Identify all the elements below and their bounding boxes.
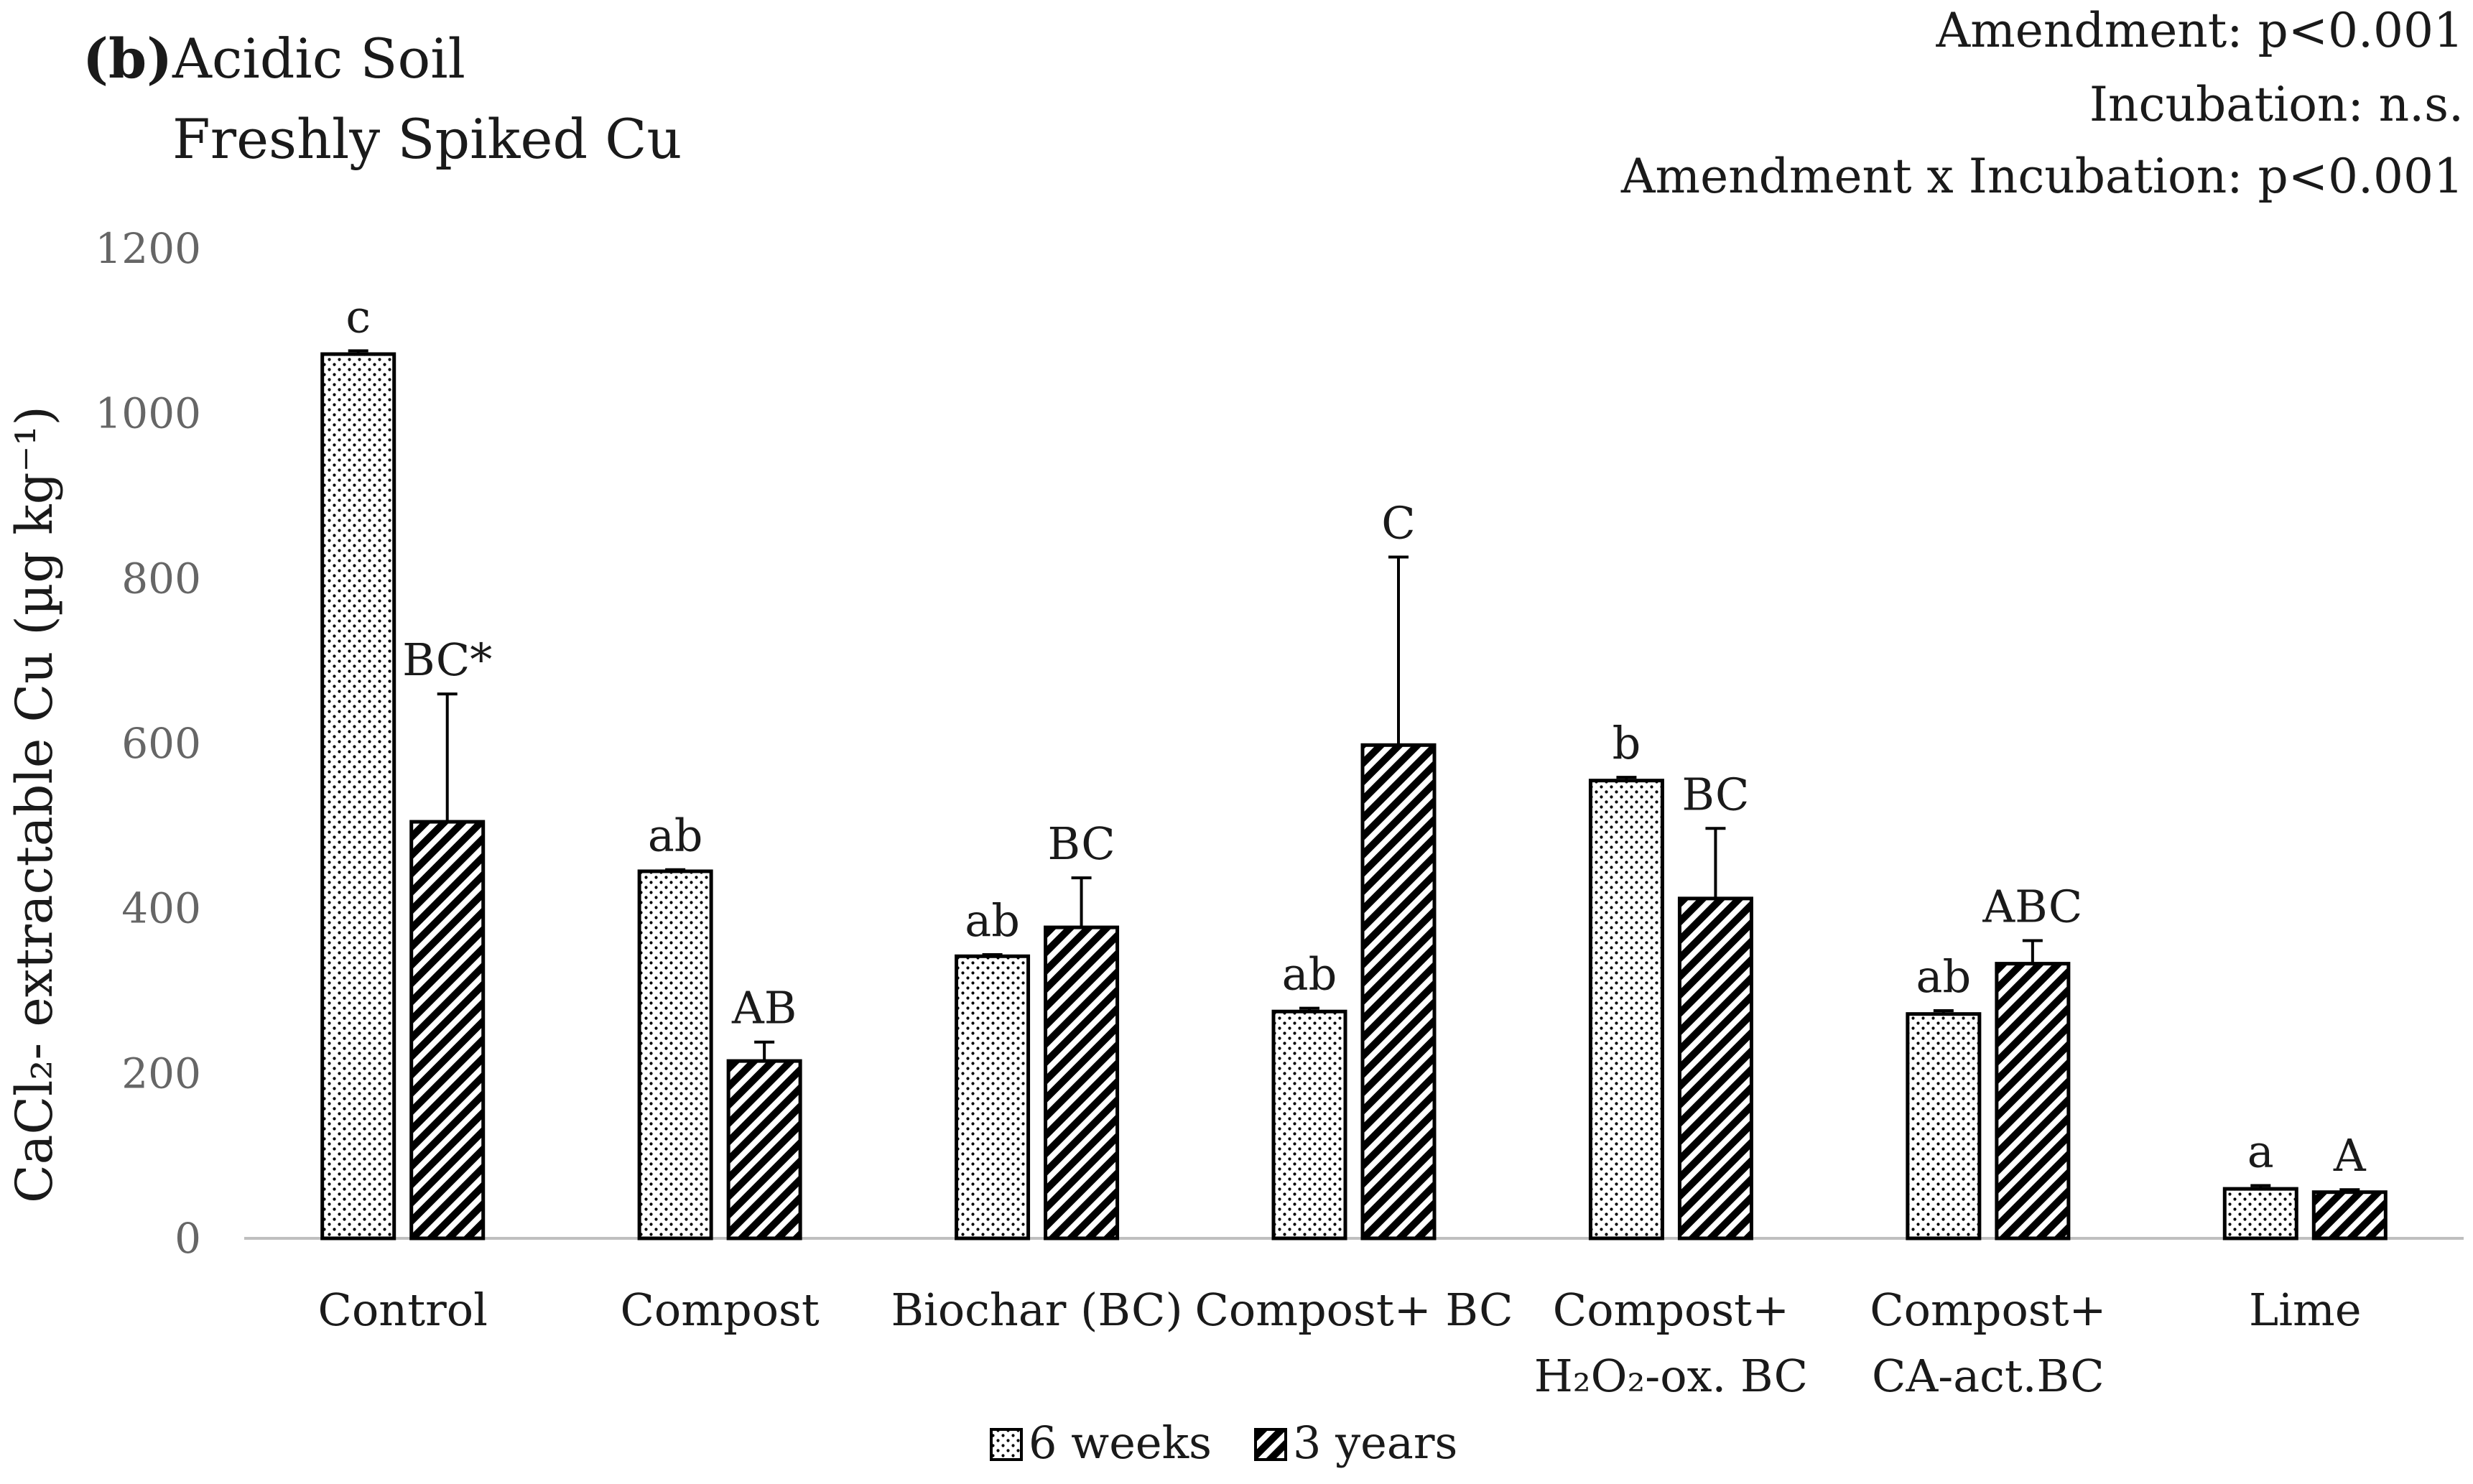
bar-group: c BC* xyxy=(320,290,492,1240)
y-tick-label: 800 xyxy=(121,554,201,603)
bar-group: ab C xyxy=(1271,496,1437,1240)
stat-interaction: Amendment x Incubation: p<0.001 xyxy=(1620,149,2464,204)
x-axis-categories: Control Compost Biochar (BC) Compost+ BC Com… xyxy=(318,1284,2362,1402)
legend-label-6-weeks: 6 weeks xyxy=(1029,1416,1212,1469)
bar xyxy=(409,820,486,1240)
bar xyxy=(1271,1009,1347,1240)
bar xyxy=(726,1059,802,1240)
significance-label: AB xyxy=(731,982,797,1034)
x-category-label: H₂O₂-ox. BC xyxy=(1534,1350,1808,1402)
significance-label: BC* xyxy=(402,634,492,686)
x-category-label: Compost+ BC xyxy=(1194,1284,1513,1336)
bar xyxy=(1995,962,2071,1240)
x-category-label: Compost+ xyxy=(1870,1284,2106,1336)
significance-label: b xyxy=(1613,717,1641,769)
y-tick-label: 200 xyxy=(121,1049,201,1098)
significance-label: ab xyxy=(648,810,703,862)
significance-label: c xyxy=(345,290,371,343)
x-category-label: CA-act.BC xyxy=(1872,1350,2105,1402)
bar xyxy=(637,869,713,1240)
x-category-label: Compost xyxy=(620,1284,819,1336)
bar xyxy=(1588,779,1664,1240)
significance-label: ab xyxy=(1282,948,1337,1001)
legend-swatch-3-years xyxy=(1254,1428,1287,1461)
bar xyxy=(2222,1187,2298,1240)
y-tick-label: 400 xyxy=(121,884,201,933)
bar-group: ab AB xyxy=(637,810,802,1240)
stat-amendment: Amendment: p<0.001 xyxy=(1936,3,2464,58)
legend: 6 weeks 3 years xyxy=(990,1416,1457,1469)
legend-swatch-6-weeks xyxy=(990,1428,1023,1461)
y-tick-label: 1000 xyxy=(95,389,201,438)
y-tick-label: 0 xyxy=(175,1214,201,1263)
chart-subtitle: Freshly Spiked Cu xyxy=(172,107,682,171)
bar xyxy=(955,954,1031,1240)
significance-label: BC xyxy=(1681,768,1749,820)
significance-label: ab xyxy=(965,894,1020,947)
significance-label: C xyxy=(1381,496,1415,549)
significance-label: ab xyxy=(1916,950,1972,1003)
y-tick-label: 1200 xyxy=(95,224,201,273)
x-category-label: Biochar (BC) xyxy=(891,1284,1182,1336)
bar-group: b BC xyxy=(1588,717,1753,1240)
stat-incubation: Incubation: n.s. xyxy=(2089,77,2464,132)
x-category-label: Lime xyxy=(2249,1284,2361,1336)
bar xyxy=(1906,1012,1982,1240)
y-axis-label: CaCl₂- extractable Cu (µg kg⁻¹) xyxy=(5,406,64,1203)
significance-label: a xyxy=(2247,1126,2274,1178)
significance-label: A xyxy=(2333,1129,2367,1182)
significance-label: ABC xyxy=(1982,880,2082,932)
bar-group: ab BC xyxy=(955,817,1120,1240)
chart-title: Acidic Soil xyxy=(172,27,465,91)
x-category-label: Control xyxy=(318,1284,488,1336)
legend-label-3-years: 3 years xyxy=(1293,1416,1457,1469)
y-tick-label: 600 xyxy=(121,719,201,768)
x-category-label: Compost+ xyxy=(1553,1284,1789,1336)
bar xyxy=(2311,1190,2388,1240)
panel-label: (b) xyxy=(83,27,172,91)
significance-label: BC xyxy=(1047,817,1115,870)
bar xyxy=(1044,925,1120,1240)
y-axis-ticks: 0 200 400 600 800 1000 1200 xyxy=(95,224,201,1263)
bar xyxy=(320,352,396,1240)
bar xyxy=(1677,896,1753,1240)
bar xyxy=(1360,743,1437,1240)
